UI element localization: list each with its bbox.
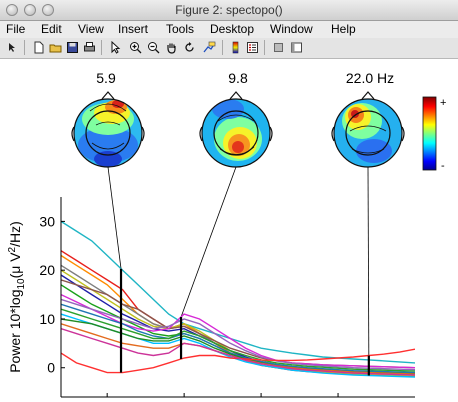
arrow-icon[interactable] — [6, 41, 19, 54]
axis-ticks: 51015200102030 — [39, 213, 346, 402]
print-icon[interactable] — [83, 41, 96, 54]
series-line-1 — [61, 220, 415, 364]
y-tick-label: 20 — [39, 262, 55, 278]
y-axis-label-main: Power 10*log — [7, 290, 23, 373]
plot-area — [61, 197, 415, 397]
menu-edit[interactable]: Edit — [41, 22, 62, 36]
topo-map-1 — [71, 91, 145, 168]
connector-line-3 — [367, 166, 370, 356]
legend-icon[interactable] — [246, 41, 259, 54]
toolbar-separator — [24, 40, 25, 55]
menu-bar: File Edit View Insert Tools Desktop Wind… — [0, 21, 458, 38]
connector-line-1 — [107, 166, 122, 269]
new-file-icon[interactable] — [32, 41, 45, 54]
y-axis-label-sub: 10 — [16, 278, 27, 290]
zoom-in-icon[interactable] — [129, 41, 142, 54]
colorbar-icon[interactable] — [229, 41, 242, 54]
menu-help[interactable]: Help — [331, 22, 356, 36]
menu-window[interactable]: Window — [270, 22, 313, 36]
toolbar — [0, 38, 458, 59]
connector-line-2 — [180, 166, 237, 318]
close-window-button[interactable] — [6, 4, 18, 16]
open-folder-icon[interactable] — [49, 41, 62, 54]
window-title: Figure 2: spectopo() — [175, 3, 283, 17]
title-bar[interactable]: Figure 2: spectopo() — [0, 0, 458, 21]
topo-map-2 — [199, 91, 273, 168]
y-tick-label: 0 — [47, 360, 55, 376]
minimize-window-button[interactable] — [24, 4, 36, 16]
zoom-out-icon[interactable] — [147, 41, 160, 54]
topo-label-2: 9.8 — [228, 70, 248, 86]
rotate-icon[interactable] — [183, 41, 196, 54]
hide-tools-icon[interactable] — [272, 41, 285, 54]
menu-file[interactable]: File — [6, 22, 26, 36]
topo-map-3 — [331, 91, 405, 168]
y-axis-label-tail: (μ V — [7, 252, 23, 279]
y-axis-label-sup: 2 — [7, 246, 18, 252]
y-axis-label: Power 10*log10(μ V2/Hz) — [7, 221, 27, 373]
topo-label-1: 5.9 — [96, 70, 116, 86]
data-cursor-icon[interactable] — [203, 41, 216, 54]
menu-insert[interactable]: Insert — [118, 22, 149, 36]
menu-tools[interactable]: Tools — [166, 22, 195, 36]
toolbar-separator — [101, 40, 102, 55]
pointer-icon[interactable] — [109, 41, 122, 54]
zoom-window-button[interactable] — [42, 4, 54, 16]
save-icon[interactable] — [66, 41, 79, 54]
colorbar-top-label: + — [440, 97, 446, 109]
y-tick-label: 30 — [39, 213, 55, 229]
y-tick-label: 10 — [39, 311, 55, 327]
figure-canvas: 5.9 9.8 22.0 Hz + - 51015200102030 Power… — [7, 70, 446, 402]
menu-desktop[interactable]: Desktop — [210, 22, 255, 36]
toolbar-separator — [264, 40, 265, 55]
topo-label-3: 22.0 Hz — [346, 70, 394, 86]
y-axis-label-end: /Hz) — [7, 221, 23, 247]
plot-tools-icon[interactable] — [290, 41, 303, 54]
frequency-markers — [119, 268, 370, 376]
toolbar-separator — [222, 40, 223, 55]
colorbar-bottom-label: - — [441, 160, 445, 172]
topo-connectors — [107, 166, 370, 356]
menu-view[interactable]: View — [78, 22, 104, 36]
pan-hand-icon[interactable] — [165, 41, 178, 54]
colorbar — [422, 96, 437, 171]
